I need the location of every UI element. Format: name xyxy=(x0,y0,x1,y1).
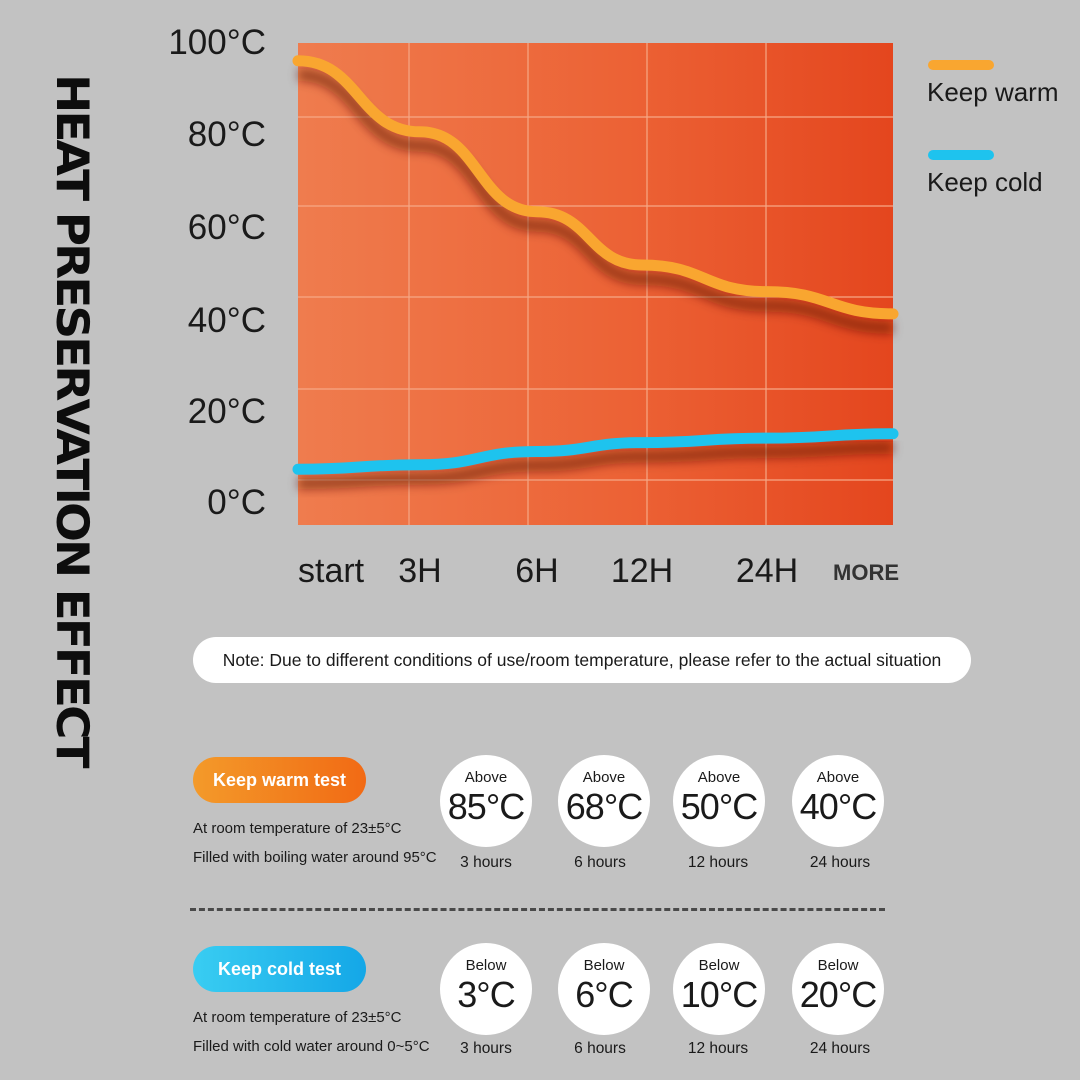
warm-condition-fill: Filled with boiling water around 95°C xyxy=(193,849,437,866)
warm-result-prefix: Above xyxy=(464,769,508,786)
warm-result-temp: 68°C xyxy=(565,786,643,827)
x-tick-label: MORE xyxy=(833,560,899,585)
cold-condition-room: At room temperature of 23±5°C xyxy=(193,1009,402,1026)
cold-result-prefix: Below xyxy=(583,957,625,974)
legend-label: Keep cold xyxy=(927,167,1043,197)
keep-cold-line xyxy=(292,428,899,475)
warm-result-time: 12 hours xyxy=(687,854,749,871)
section-divider xyxy=(190,908,885,911)
warm-result-prefix: Above xyxy=(697,769,741,786)
legend-label: Keep warm xyxy=(927,77,1059,107)
warm-result-time: 6 hours xyxy=(574,854,626,871)
keep-warm-test-label: Keep warm test xyxy=(212,769,347,790)
y-tick-label: 100°C xyxy=(168,23,266,62)
warm-result-time: 3 hours xyxy=(460,854,512,871)
warm-result-temp: 50°C xyxy=(680,786,758,827)
y-tick-label: 0°C xyxy=(207,483,266,522)
warm-result-circle: Above 68°C xyxy=(558,755,650,847)
y-tick-label: 20°C xyxy=(188,392,266,431)
legend-swatch xyxy=(928,60,994,70)
cold-result-time: 12 hours xyxy=(687,1040,749,1057)
cold-result-time: 6 hours xyxy=(574,1040,626,1057)
cold-result-circle: Below 3°C xyxy=(440,943,532,1035)
warm-result-time: 24 hours xyxy=(809,854,871,871)
x-tick-label: 12H xyxy=(611,552,673,590)
page-title-wrap: HEAT PRESERVATION EFFECT xyxy=(44,30,98,810)
cold-condition-fill: Filled with cold water around 0~5°C xyxy=(193,1038,430,1055)
page-title: HEAT PRESERVATION EFFECT xyxy=(44,74,98,766)
keep-warm-test-badge: Keep warm test xyxy=(193,757,366,803)
warm-result-circle: Above 50°C xyxy=(673,755,765,847)
x-tick-label: start xyxy=(298,552,365,590)
cold-result-time: 3 hours xyxy=(460,1040,512,1057)
x-tick-label: 24H xyxy=(736,552,798,590)
warm-result-prefix: Above xyxy=(582,769,626,786)
series-shadow xyxy=(297,68,894,334)
warm-condition-room: At room temperature of 23±5°C xyxy=(193,820,402,837)
cold-result-prefix: Below xyxy=(817,957,859,974)
warm-result-circle: Above 85°C xyxy=(440,755,532,847)
cold-result-time: 24 hours xyxy=(809,1040,871,1057)
cold-result-temp: 20°C xyxy=(799,974,877,1015)
keep-cold-test-label: Keep cold test xyxy=(217,958,342,979)
x-tick-label: 3H xyxy=(398,552,441,590)
cold-result-circle: Below 10°C xyxy=(673,943,765,1035)
legend-swatch xyxy=(928,150,994,160)
y-tick-label: 60°C xyxy=(188,208,266,247)
temperature-chart: 100°C 80°C 60°C 40°C 20°C 0°C start 3H 6H 12H 24H… xyxy=(168,23,1059,590)
cold-result-temp: 3°C xyxy=(457,974,515,1015)
keep-cold-test-badge: Keep cold test xyxy=(193,946,366,992)
warm-result-temp: 40°C xyxy=(799,786,877,827)
cold-result-circle: Below 20°C xyxy=(792,943,884,1035)
cold-result-prefix: Below xyxy=(465,957,507,974)
y-tick-label: 80°C xyxy=(188,115,266,154)
cold-result-temp: 6°C xyxy=(575,974,633,1015)
keep-warm-line xyxy=(292,55,899,320)
y-tick-label: 40°C xyxy=(188,301,266,340)
cold-result-temp: 10°C xyxy=(680,974,758,1015)
cold-result-circle: Below 6°C xyxy=(558,943,650,1035)
cold-result-prefix: Below xyxy=(698,957,740,974)
warm-result-temp: 85°C xyxy=(447,786,525,827)
series-shadow xyxy=(297,441,894,490)
note-banner: Note: Due to different conditions of use… xyxy=(193,637,971,683)
x-tick-label: 6H xyxy=(515,552,558,590)
note-text: Note: Due to different conditions of use… xyxy=(222,649,942,670)
warm-result-prefix: Above xyxy=(816,769,860,786)
warm-result-circle: Above 40°C xyxy=(792,755,884,847)
